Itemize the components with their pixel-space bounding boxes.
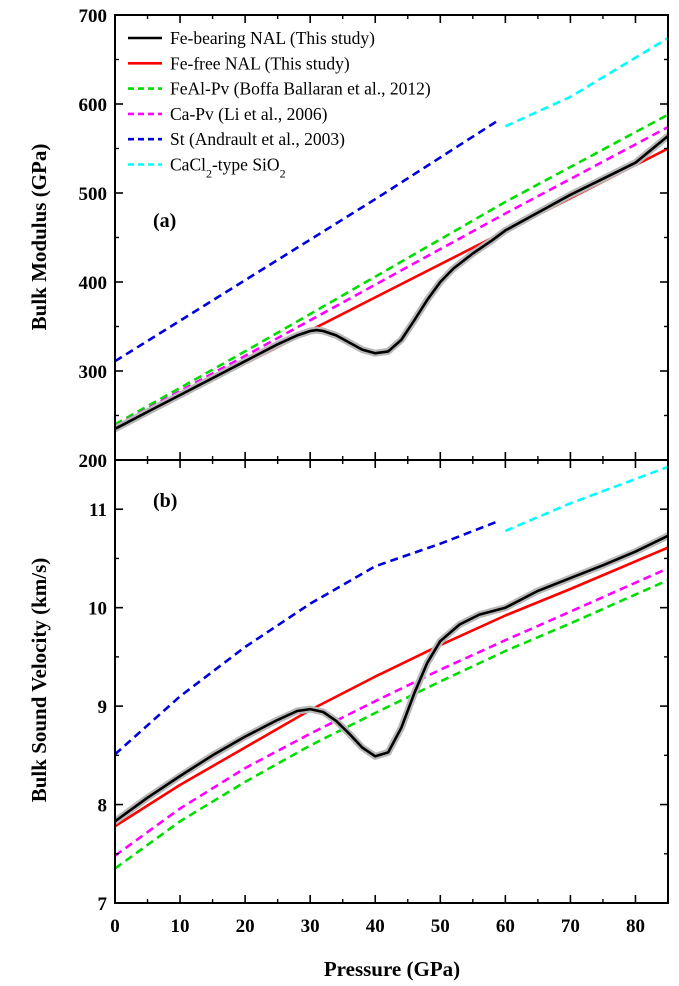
- y-tick-label: 400: [79, 273, 108, 294]
- legend: Fe-bearing NAL (This study) Fe-free NAL (…: [128, 28, 431, 181]
- x-tick-label: 30: [301, 916, 320, 937]
- legend-entry: FeAl-Pv (Boffa Ballaran et al., 2012): [170, 79, 431, 99]
- panel-b-series-fe-free-nal-this-study: [115, 546, 668, 828]
- panel-b-label: (b): [153, 490, 177, 512]
- panel-b-band-fe-bearing-nal-this-study: [115, 532, 668, 825]
- y-tick-label: 9: [98, 697, 108, 718]
- y-tick-label: 600: [79, 95, 108, 116]
- panel-b-plot-area: [115, 465, 668, 870]
- panel-a-series-ca-pv-li-et-al-2006: [115, 125, 668, 428]
- legend-entry: Ca-Pv (Li et al., 2006): [170, 104, 328, 124]
- y-tick-label: 300: [79, 362, 108, 383]
- y-tick-label: 200: [79, 451, 108, 472]
- panel-b-ylabel: Bulk Sound Velocity (km/s): [27, 558, 51, 803]
- y-tick-label: 8: [98, 796, 108, 817]
- panel-a-series-fe-bearing-nal-this-study: [115, 134, 668, 431]
- panel-a-series-feal-pv-boffa-ballaran-et-al-2012: [115, 113, 668, 426]
- y-tick-label: 7: [98, 894, 108, 915]
- y-tick-label: 10: [88, 599, 107, 620]
- panel-b-series-cacl-type-sio: [504, 465, 668, 533]
- x-tick-label: 40: [366, 916, 385, 937]
- x-tick-label: 0: [110, 916, 120, 937]
- panel-a-series-cacl-type-sio: [504, 36, 668, 128]
- panel-b-frame: [114, 459, 669, 904]
- x-tick-label: 60: [496, 916, 515, 937]
- legend-entry: CaCl2-type SiO2: [170, 155, 286, 181]
- y-tick-label: 700: [79, 6, 108, 27]
- panel-a-label: (a): [153, 210, 176, 232]
- panel-a-series-st-andrault-et-al-2003: [115, 118, 500, 363]
- x-tick-label: 80: [626, 916, 645, 937]
- panel-b-series-st-andrault-et-al-2003: [115, 519, 500, 756]
- panel-a-plot-area: [115, 36, 668, 433]
- panel-b: Bulk Sound Velocity (km/s) (b) 7 8 9 10 11 0 1…: [27, 459, 669, 937]
- x-tick-label: 50: [431, 916, 450, 937]
- legend-entry: Fe-bearing NAL (This study): [170, 28, 375, 48]
- legend-entry: Fe-free NAL (This study): [170, 53, 350, 73]
- y-tick-label: 500: [79, 184, 108, 205]
- panel-b-series-ca-pv-li-et-al-2006: [115, 567, 668, 857]
- x-axis-title: Pressure (GPa): [324, 957, 460, 981]
- x-tick-label: 70: [561, 916, 580, 937]
- legend-entry: St (Andrault et al., 2003): [170, 129, 345, 149]
- panel-a-ylabel: Bulk Modulus (GPa): [27, 144, 51, 331]
- x-tick-label: 20: [236, 916, 255, 937]
- panel-a: Bulk Modulus (GPa) (a) 200 300 400 500 600 70…: [27, 6, 669, 472]
- panel-b-series-fe-bearing-nal-this-study: [115, 534, 668, 823]
- x-tick-label: 10: [171, 916, 190, 937]
- y-tick-label: 11: [89, 500, 107, 521]
- panel-b-series-feal-pv-boffa-ballaran-et-al-2012: [115, 578, 668, 870]
